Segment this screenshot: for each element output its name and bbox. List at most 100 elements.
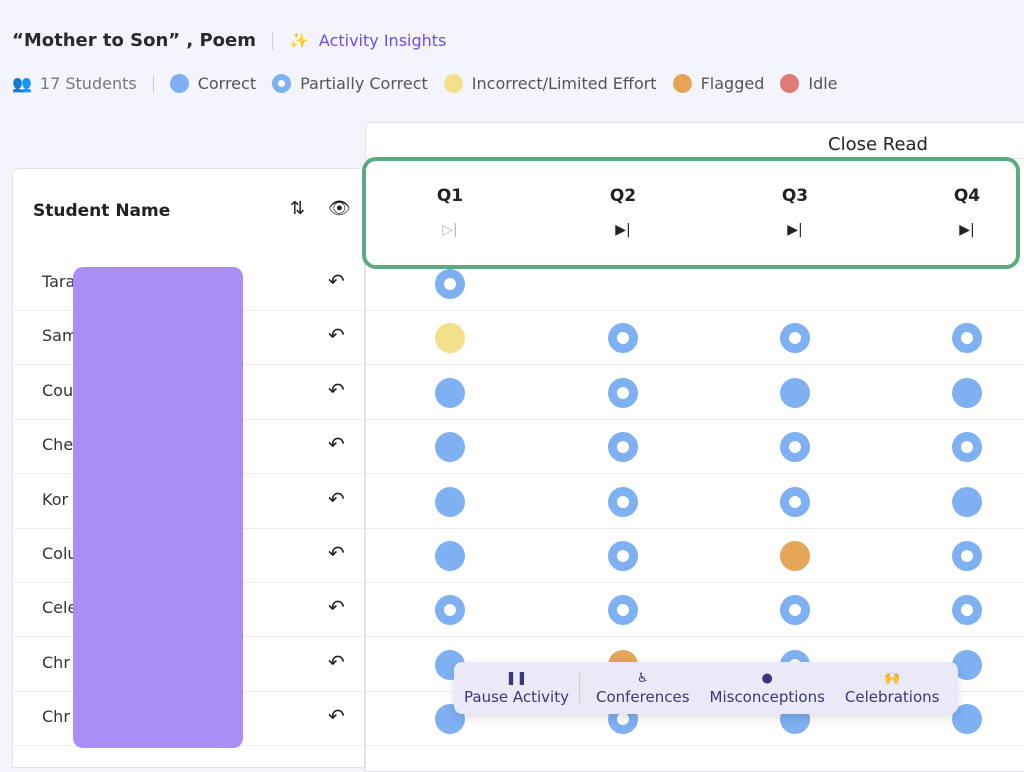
table-row: Colu ↶ bbox=[12, 529, 1024, 583]
status-dot-q4[interactable] bbox=[952, 323, 982, 354]
activity-insights-link[interactable]: ✨ Activity Insights bbox=[289, 31, 446, 50]
legend-flagged: Flagged bbox=[672, 74, 765, 93]
student-name-header: Student Name bbox=[33, 201, 171, 221]
status-dot-q3[interactable] bbox=[780, 377, 810, 408]
undo-icon[interactable]: ↶ bbox=[328, 269, 345, 293]
sort-icon[interactable]: ⇅ bbox=[290, 198, 306, 219]
undo-icon[interactable]: ↶ bbox=[328, 323, 345, 348]
status-dot-q3[interactable] bbox=[780, 432, 810, 463]
table-row: Tara ↶ bbox=[12, 257, 1024, 311]
status-dot-q2[interactable] bbox=[608, 541, 638, 571]
student-name[interactable]: Chr bbox=[42, 707, 70, 727]
misconceptions-label: Misconceptions bbox=[709, 687, 825, 706]
status-dot-q1[interactable] bbox=[435, 269, 465, 299]
undo-icon[interactable]: ↶ bbox=[328, 541, 345, 565]
celebrations-button[interactable]: 🙌 Celebrations bbox=[835, 671, 950, 706]
student-name[interactable]: Chr bbox=[42, 652, 70, 672]
undo-icon[interactable]: ↶ bbox=[328, 377, 345, 402]
skip-icon: ▷| bbox=[442, 222, 458, 238]
legend-partial: Partially Correct bbox=[272, 74, 428, 93]
student-name[interactable]: Cele bbox=[42, 598, 78, 618]
divider bbox=[271, 31, 273, 50]
status-dot-q1[interactable] bbox=[435, 541, 465, 571]
eye-icon[interactable]: 👁 bbox=[328, 198, 351, 219]
status-dot-q4[interactable] bbox=[952, 432, 982, 463]
status-dot-q4[interactable] bbox=[952, 541, 982, 571]
status-dot-q2[interactable] bbox=[608, 486, 638, 517]
status-dot-q2[interactable] bbox=[608, 377, 638, 408]
undo-icon[interactable]: ↶ bbox=[328, 432, 345, 457]
question-header-highlight bbox=[362, 157, 1020, 269]
correct-dot-icon bbox=[169, 74, 189, 93]
idle-dot-icon bbox=[780, 74, 800, 93]
activity-title: “Mother to Son” , Poem ✨ Activity Insigh… bbox=[12, 30, 446, 51]
legend-correct: Correct bbox=[169, 74, 257, 93]
legend-label: Partially Correct bbox=[300, 74, 428, 93]
status-dot-q1[interactable] bbox=[435, 323, 465, 354]
table-row: Cou ↶ bbox=[12, 366, 1024, 420]
conference-icon: ♿ bbox=[636, 670, 649, 686]
divider bbox=[578, 673, 580, 703]
table-row: Sam ↶ bbox=[12, 311, 1024, 366]
status-dot-q3[interactable] bbox=[780, 595, 810, 626]
question-header-q4: Q4 bbox=[953, 186, 981, 206]
status-dot-q3[interactable] bbox=[780, 541, 810, 571]
students-icon: 👥 bbox=[12, 74, 32, 93]
legend-incorrect: Incorrect/Limited Effort bbox=[443, 74, 657, 93]
flagged-dot-icon bbox=[672, 74, 692, 93]
skip-icon[interactable]: ▶| bbox=[959, 222, 975, 238]
skip-icon[interactable]: ▶| bbox=[787, 222, 803, 238]
pause-activity-button[interactable]: ❚❚ Pause Activity bbox=[454, 671, 579, 706]
clap-icon: 🙌 bbox=[884, 670, 901, 686]
legend-idle: Idle bbox=[780, 74, 838, 93]
undo-icon[interactable]: ↶ bbox=[328, 704, 345, 729]
student-name[interactable]: Tara bbox=[42, 272, 76, 291]
legend-label: Incorrect/Limited Effort bbox=[471, 74, 657, 93]
question-header-q1: Q1 bbox=[436, 186, 464, 206]
status-dot-q3[interactable] bbox=[780, 486, 810, 517]
undo-icon[interactable]: ↶ bbox=[328, 649, 345, 674]
conferences-label: Conferences bbox=[595, 687, 690, 706]
student-name[interactable]: Colu bbox=[42, 544, 78, 563]
status-dot-q1[interactable] bbox=[435, 486, 465, 517]
pause-icon: ❚❚ bbox=[505, 670, 528, 686]
legend-label: Flagged bbox=[700, 74, 765, 93]
student-name[interactable]: Kor bbox=[42, 489, 69, 509]
misconceptions-button[interactable]: ● Misconceptions bbox=[700, 671, 835, 706]
legend: 👥 17 Students Correct Partially Correct … bbox=[12, 74, 846, 93]
question-header-q2: Q2 bbox=[609, 186, 637, 206]
pause-label: Pause Activity bbox=[464, 687, 569, 706]
section-title: Close Read bbox=[828, 134, 928, 155]
table-row: Che ↶ bbox=[12, 420, 1024, 475]
status-dot-q2[interactable] bbox=[608, 323, 638, 354]
student-name[interactable]: Che bbox=[42, 435, 74, 455]
student-name[interactable]: Sam bbox=[42, 326, 78, 346]
student-count: 17 Students bbox=[39, 74, 137, 93]
status-dot-q1[interactable] bbox=[435, 595, 465, 626]
undo-icon[interactable]: ↶ bbox=[328, 486, 345, 511]
status-dot-q4[interactable] bbox=[952, 377, 982, 408]
student-name[interactable]: Cou bbox=[42, 380, 74, 400]
status-dot-q2[interactable] bbox=[608, 595, 638, 626]
partial-ring-icon bbox=[272, 74, 292, 93]
status-dot-q2[interactable] bbox=[608, 432, 638, 463]
question-header-q3: Q3 bbox=[781, 186, 809, 206]
status-dot-q1[interactable] bbox=[435, 432, 465, 463]
status-dot-q4[interactable] bbox=[952, 486, 982, 517]
status-dot-q1[interactable] bbox=[435, 377, 465, 408]
magic-wand-icon: ✨ bbox=[288, 31, 309, 50]
table-row: Cele ↶ bbox=[12, 583, 1024, 638]
action-toolbar: ❚❚ Pause Activity ♿ Conferences ● Misconcep… bbox=[454, 662, 958, 714]
incorrect-dot-icon bbox=[443, 74, 463, 93]
status-dot-q3[interactable] bbox=[780, 323, 810, 354]
insights-label: Activity Insights bbox=[318, 31, 447, 50]
skip-icon[interactable]: ▶| bbox=[615, 222, 631, 238]
celebrations-label: Celebrations bbox=[844, 687, 940, 706]
poem-title: “Mother to Son” , Poem bbox=[12, 30, 256, 51]
legend-label: Correct bbox=[197, 74, 257, 93]
status-dot-q4[interactable] bbox=[952, 595, 982, 626]
conferences-button[interactable]: ♿ Conferences bbox=[586, 671, 700, 706]
table-row: Kor ↶ bbox=[12, 475, 1024, 529]
redaction-mask bbox=[73, 267, 243, 748]
undo-icon[interactable]: ↶ bbox=[328, 595, 345, 620]
